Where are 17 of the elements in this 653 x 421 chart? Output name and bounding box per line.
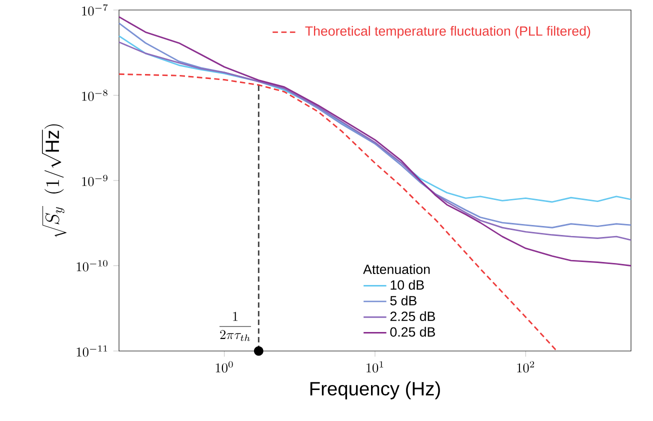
y-axis-title: $\sqrt{S_y}\;\;(1/\sqrt{\mathrm{Hz}})$	[42, 124, 67, 238]
x-axis-title: Frequency (Hz)	[310, 381, 440, 400]
legend-label: 5 dB	[390, 296, 416, 306]
y-tick-label: $10^{-11}$	[76, 345, 108, 357]
y-tick-label: $10^{-10}$	[76, 260, 108, 272]
x-tick-label: $10^{2}$	[517, 361, 534, 373]
annotation: $\frac{1}{2\pi\tau_{th}}$	[220, 312, 252, 342]
y-tick-label: $10^{-8}$	[82, 90, 108, 101]
y-tick-label: $10^{-9}$	[82, 174, 108, 186]
legend-title: Attenuation	[363, 264, 430, 274]
y-tick-label: $10^{-7}$	[82, 4, 108, 16]
legend-label: Theoretical temperature fluctuation (PLL filtered)	[305, 26, 590, 38]
legend-label: 0.25 dB	[390, 326, 435, 337]
x-tick-label: $10^{0}$	[216, 361, 233, 373]
legend-label: 10 dB	[390, 280, 424, 290]
x-tick-label: $10^{1}$	[366, 361, 384, 373]
legend-label: 2.25 dB	[390, 311, 435, 322]
